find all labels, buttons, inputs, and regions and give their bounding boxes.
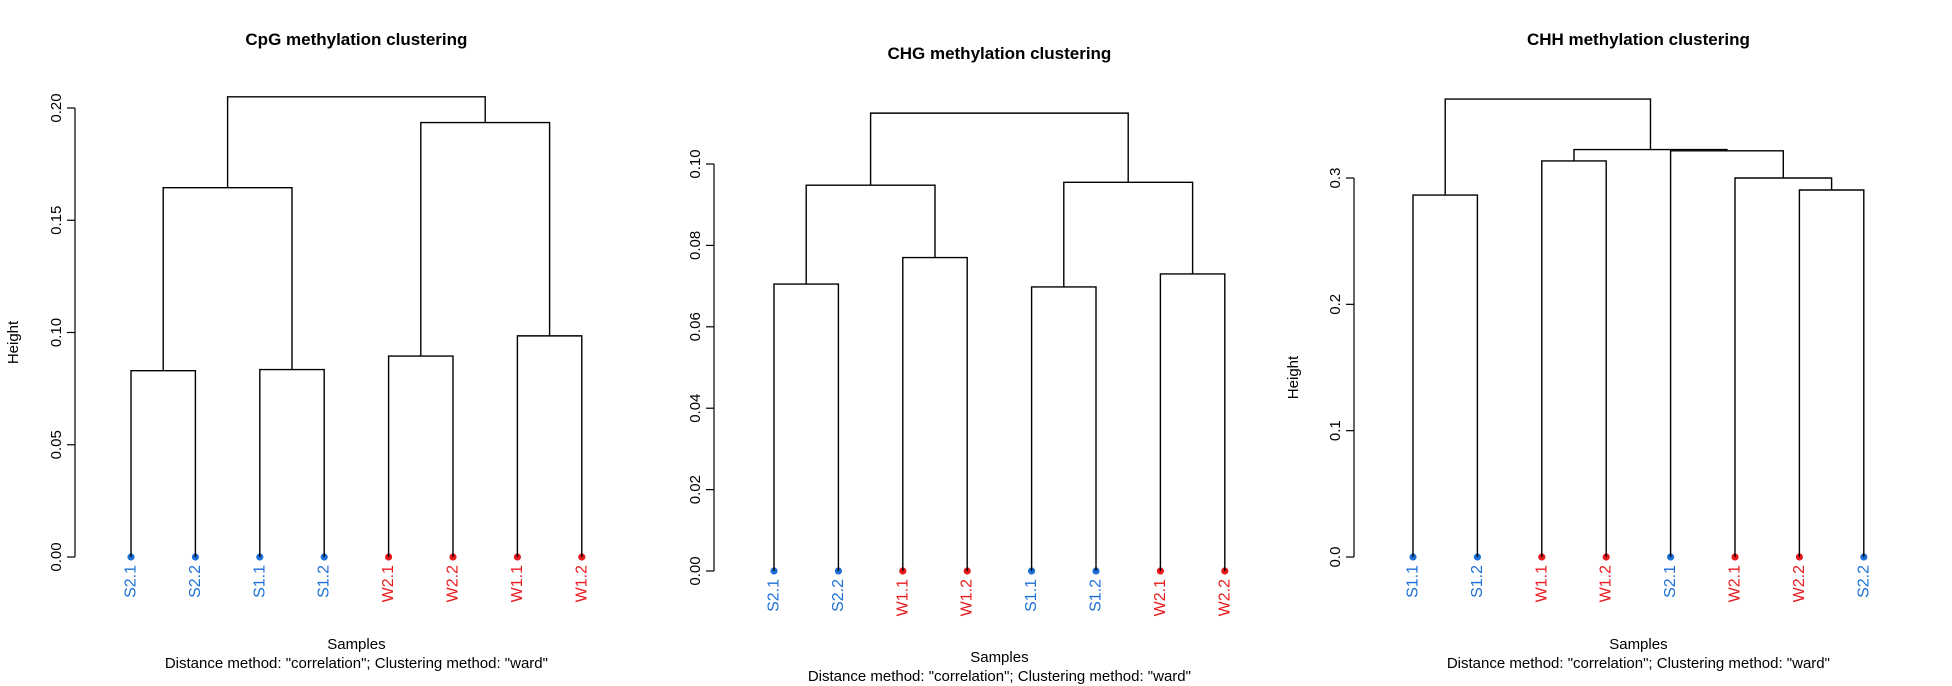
leaf-label: W2.1 — [1152, 579, 1169, 616]
y-tick-label: 0.00 — [48, 542, 65, 571]
y-tick-label: 0.02 — [687, 475, 704, 504]
chart-subtitle: Distance method: "correlation"; Clusteri… — [165, 655, 548, 672]
leaf-label: S2.1 — [123, 565, 140, 598]
leaf-label: S1.2 — [316, 565, 333, 598]
y-tick-label: 0.06 — [687, 312, 704, 341]
y-axis-label: Height — [1285, 355, 1302, 399]
dendrogram-link-2 — [259, 368, 325, 557]
y-tick-label: 0.05 — [48, 430, 65, 459]
dendrogram-link-1 — [130, 369, 197, 557]
leaf-label: W2.1 — [380, 565, 397, 602]
leaf-label: W1.2 — [1598, 565, 1615, 602]
leaf-label: S1.1 — [1023, 579, 1040, 612]
y-tick-label: 0.2 — [1327, 294, 1344, 315]
dendrogram-link-7 — [1444, 98, 1652, 196]
dendrogram-link-5 — [805, 184, 936, 285]
chart-title: CHH methylation clustering — [1527, 30, 1750, 49]
dendrogram-link-3 — [1798, 189, 1865, 557]
leaf-label: S2.1 — [1662, 565, 1679, 598]
leaf-label: W2.2 — [1791, 565, 1808, 602]
dendrogram-link-4 — [1159, 273, 1226, 571]
chart-title: CpG methylation clustering — [245, 30, 467, 49]
leaf-label: S2.2 — [1855, 565, 1872, 598]
leaf-label: W1.1 — [894, 579, 911, 616]
dendrogram-link-4 — [516, 335, 583, 557]
y-tick-label: 0.20 — [48, 93, 65, 122]
leaf-label: S1.1 — [251, 565, 268, 598]
dendrogram-panel-1: CpG methylation clustering0.000.050.100.… — [5, 30, 590, 672]
dendrogram-link-7 — [226, 96, 486, 188]
leaf-label: W1.1 — [1533, 565, 1550, 602]
y-tick-label: 0.00 — [687, 556, 704, 585]
dendrogram-link-6 — [420, 121, 551, 357]
leaf-label: W2.2 — [445, 565, 462, 602]
leaf-label: S2.2 — [187, 565, 204, 598]
dendrogram-link-1 — [773, 283, 840, 571]
leaf-label: W2.2 — [1216, 579, 1233, 616]
y-axis: 0.00 0.05 0.10 0.15 0.20 — [48, 93, 76, 572]
y-axis-label: Height — [5, 320, 22, 364]
x-axis-label: Samples — [970, 649, 1028, 666]
dendrogram-link-3 — [387, 355, 454, 557]
leaf-label: W1.2 — [573, 565, 590, 602]
chart-subtitle: Distance method: "correlation"; Clusteri… — [1447, 655, 1830, 672]
dendrogram-link-2 — [1541, 160, 1607, 557]
x-axis-label: Samples — [327, 636, 385, 653]
leaf-label: S1.2 — [1088, 579, 1105, 612]
y-tick-label: 0.3 — [1327, 168, 1344, 189]
dendrogram-link-2 — [902, 256, 968, 571]
chart-subtitle: Distance method: "correlation"; Clusteri… — [808, 668, 1191, 685]
chart-title: CHG methylation clustering — [887, 44, 1111, 63]
leaf-label: W2.1 — [1727, 565, 1744, 602]
dendrogram-panel-2: CHG methylation clustering0.000.020.040.… — [687, 44, 1233, 685]
dendrogram-link-4 — [1734, 177, 1833, 557]
y-tick-label: 0.1 — [1327, 420, 1344, 441]
y-axis: 0.0 0.1 0.2 0.3 — [1327, 168, 1355, 568]
dendrogram-link-7 — [869, 112, 1129, 186]
leaf-label: S2.2 — [830, 579, 847, 612]
dendrogram-link-5 — [162, 186, 293, 371]
leaf-label: S2.1 — [766, 579, 783, 612]
y-tick-label: 0.10 — [687, 149, 704, 178]
y-axis: 0.00 0.02 0.04 0.06 0.08 0.10 — [687, 149, 715, 586]
dendrogram-link-6 — [1063, 181, 1194, 287]
leaf-label: S1.1 — [1405, 565, 1422, 598]
dendrogram-link-3 — [1030, 286, 1097, 571]
leaf-label: W1.2 — [959, 579, 976, 616]
y-tick-label: 0.08 — [687, 231, 704, 260]
y-tick-label: 0.15 — [48, 206, 65, 235]
dendrogram-link-5 — [1669, 150, 1784, 557]
y-tick-label: 0.0 — [1327, 547, 1344, 568]
y-tick-label: 0.04 — [687, 394, 704, 423]
y-tick-label: 0.10 — [48, 318, 65, 347]
dendrogram-link-1 — [1412, 194, 1479, 557]
dendrogram-panel-3: CHH methylation clustering 0.0 0.1 0.2 0.3 He… — [1285, 30, 1872, 672]
x-axis-label: Samples — [1609, 636, 1667, 653]
leaf-label: W1.1 — [509, 565, 526, 602]
leaf-label: S1.2 — [1469, 565, 1486, 598]
